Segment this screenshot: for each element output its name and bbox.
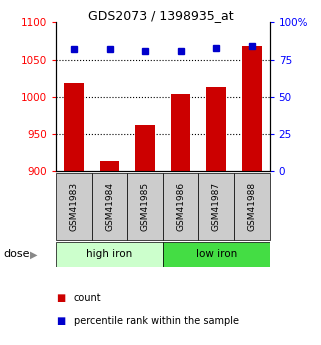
Text: low iron: low iron xyxy=(195,249,237,259)
Text: GSM41983: GSM41983 xyxy=(69,181,78,231)
Text: count: count xyxy=(74,294,101,303)
Text: dose: dose xyxy=(3,249,30,259)
Bar xyxy=(64,83,84,171)
Bar xyxy=(56,241,163,267)
Bar xyxy=(135,125,155,171)
Text: GSM41986: GSM41986 xyxy=(176,181,185,231)
Text: GSM41984: GSM41984 xyxy=(105,181,114,231)
Text: ■: ■ xyxy=(56,294,65,303)
Text: GSM41987: GSM41987 xyxy=(212,181,221,231)
Text: GSM41985: GSM41985 xyxy=(141,181,150,231)
Bar xyxy=(206,87,226,171)
Bar xyxy=(92,172,127,240)
Bar xyxy=(56,172,92,240)
Bar xyxy=(171,95,190,171)
Text: ■: ■ xyxy=(56,316,65,326)
Bar xyxy=(100,161,119,171)
Bar xyxy=(242,46,262,171)
Text: GSM41988: GSM41988 xyxy=(247,181,256,231)
Bar xyxy=(198,172,234,240)
Text: GDS2073 / 1398935_at: GDS2073 / 1398935_at xyxy=(88,9,233,22)
Bar xyxy=(127,172,163,240)
Text: high iron: high iron xyxy=(86,249,133,259)
Bar xyxy=(234,172,270,240)
Bar xyxy=(163,172,198,240)
Text: percentile rank within the sample: percentile rank within the sample xyxy=(74,316,239,326)
Bar xyxy=(163,241,270,267)
Text: ▶: ▶ xyxy=(30,249,38,259)
